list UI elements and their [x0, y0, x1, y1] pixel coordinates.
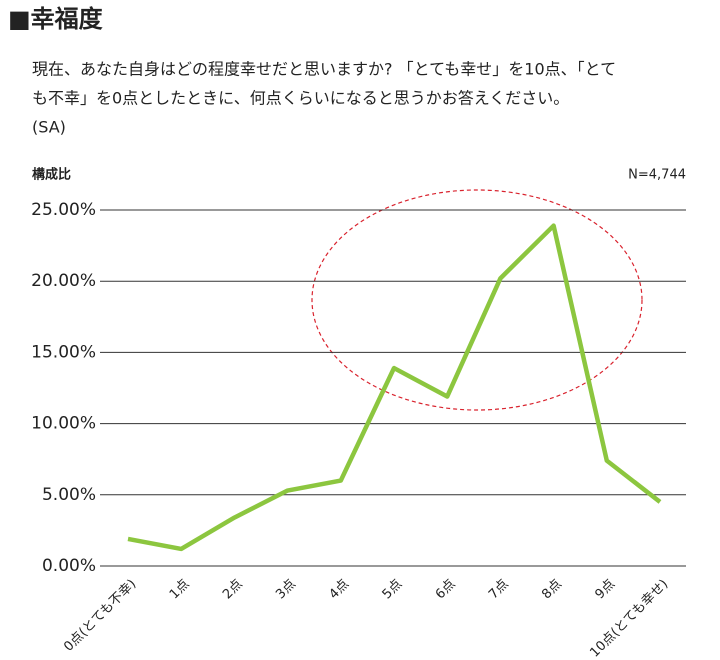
y-tick-label: 25.00% [31, 200, 96, 220]
x-tick-label: 5点 [380, 577, 406, 603]
question: 現在、あなた自身はどの程度幸せだと思いますか? 「とても幸せ」を10点、「とて [32, 60, 616, 79]
y-tick-label: 10.00% [31, 414, 96, 434]
x-tick-label: 2点 [220, 577, 246, 603]
chart-title: ■幸福度 [8, 5, 104, 33]
x-tick-label: 3点 [273, 577, 299, 603]
answer-type: (SA) [32, 118, 66, 137]
question: も不幸」を0点としたときに、何点くらいになると思うかお答えください。 [32, 89, 569, 108]
y-tick-label: 15.00% [31, 342, 96, 362]
x-tick-label: 1点 [167, 577, 193, 603]
x-tick-label: 8点 [539, 577, 565, 603]
data-line [127, 223, 662, 552]
x-tick-label: 6点 [433, 577, 459, 603]
x-tick-label: 7点 [486, 577, 512, 603]
sample-size: N=4,744 [628, 168, 686, 183]
y-tick-label: 0.00% [42, 556, 96, 576]
x-tick-label: 9点 [592, 577, 618, 603]
x-tick-label: 0点(とても不幸) [61, 577, 139, 655]
y-axis-label: 構成比 [32, 167, 71, 183]
x-tick-label: 4点 [326, 577, 352, 603]
highlight-ellipse [311, 189, 643, 411]
y-tick-label: 20.00% [31, 271, 96, 291]
y-tick-label: 5.00% [42, 485, 96, 505]
